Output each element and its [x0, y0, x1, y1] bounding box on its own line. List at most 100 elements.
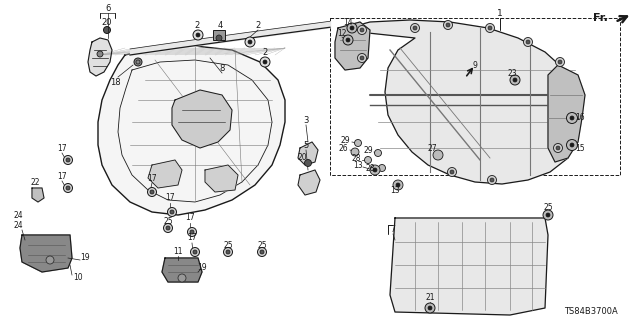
- Circle shape: [524, 37, 532, 46]
- Text: 6: 6: [106, 4, 111, 12]
- Text: 28: 28: [351, 154, 361, 163]
- Text: 19: 19: [197, 263, 207, 273]
- Circle shape: [556, 146, 560, 150]
- Text: 25: 25: [223, 242, 233, 251]
- Circle shape: [226, 250, 230, 254]
- Circle shape: [358, 53, 367, 62]
- Circle shape: [305, 159, 312, 166]
- Text: 17: 17: [57, 143, 67, 153]
- Circle shape: [393, 180, 403, 190]
- Circle shape: [350, 26, 354, 30]
- Circle shape: [188, 228, 196, 236]
- Circle shape: [360, 56, 364, 60]
- Text: 2: 2: [255, 20, 260, 29]
- Circle shape: [193, 250, 197, 254]
- Circle shape: [486, 23, 495, 33]
- Circle shape: [360, 28, 364, 32]
- Text: 7: 7: [390, 226, 396, 235]
- Circle shape: [346, 38, 350, 42]
- Circle shape: [351, 148, 359, 156]
- Circle shape: [444, 20, 452, 29]
- Circle shape: [191, 247, 200, 257]
- Circle shape: [260, 250, 264, 254]
- Circle shape: [245, 37, 255, 47]
- Text: 17: 17: [165, 194, 175, 203]
- Circle shape: [446, 23, 450, 27]
- Circle shape: [428, 306, 432, 310]
- Circle shape: [147, 188, 157, 196]
- Circle shape: [104, 27, 111, 34]
- Circle shape: [257, 247, 266, 257]
- Text: 19: 19: [80, 253, 90, 262]
- Polygon shape: [20, 235, 72, 272]
- Text: 10: 10: [73, 274, 83, 283]
- Text: 12: 12: [337, 28, 347, 37]
- Circle shape: [196, 33, 200, 37]
- Circle shape: [163, 223, 173, 233]
- Polygon shape: [172, 90, 232, 148]
- Circle shape: [263, 60, 267, 64]
- Polygon shape: [340, 20, 582, 184]
- Text: 17: 17: [185, 213, 195, 222]
- Circle shape: [193, 30, 203, 40]
- Circle shape: [355, 140, 362, 147]
- Circle shape: [566, 140, 577, 150]
- Circle shape: [178, 274, 186, 282]
- Circle shape: [546, 213, 550, 217]
- Polygon shape: [298, 142, 318, 165]
- Circle shape: [136, 60, 140, 64]
- Circle shape: [134, 58, 142, 66]
- Circle shape: [358, 26, 367, 35]
- Circle shape: [513, 78, 517, 82]
- Bar: [213, 30, 225, 40]
- Circle shape: [447, 167, 456, 177]
- Text: 23: 23: [507, 68, 517, 77]
- Circle shape: [543, 210, 553, 220]
- Polygon shape: [390, 218, 548, 315]
- Circle shape: [97, 51, 103, 57]
- Circle shape: [373, 168, 377, 172]
- Circle shape: [260, 57, 270, 67]
- Text: 25: 25: [257, 242, 267, 251]
- Text: 25: 25: [163, 218, 173, 227]
- Circle shape: [46, 256, 54, 264]
- Circle shape: [526, 40, 530, 44]
- Text: 5: 5: [303, 140, 308, 149]
- Text: 1: 1: [497, 9, 503, 18]
- Circle shape: [347, 23, 357, 33]
- Text: 26: 26: [338, 143, 348, 153]
- Text: 29: 29: [340, 135, 350, 145]
- Circle shape: [413, 26, 417, 30]
- Polygon shape: [88, 38, 112, 76]
- Text: 25: 25: [543, 204, 553, 212]
- Text: 27: 27: [427, 143, 437, 153]
- Polygon shape: [162, 258, 202, 282]
- Circle shape: [190, 230, 194, 234]
- Circle shape: [365, 156, 371, 164]
- Circle shape: [343, 35, 353, 45]
- Text: 17: 17: [187, 234, 197, 243]
- Circle shape: [66, 186, 70, 190]
- Text: 18: 18: [109, 77, 120, 86]
- Circle shape: [558, 60, 562, 64]
- Circle shape: [170, 210, 174, 214]
- Text: 11: 11: [173, 247, 183, 257]
- Circle shape: [248, 40, 252, 44]
- Text: 14: 14: [343, 18, 353, 27]
- Text: Fr.: Fr.: [593, 13, 607, 23]
- Circle shape: [66, 158, 70, 162]
- Text: 4: 4: [218, 20, 223, 29]
- Circle shape: [168, 207, 177, 217]
- Circle shape: [510, 75, 520, 85]
- Text: 22: 22: [30, 178, 40, 187]
- Text: 9: 9: [472, 60, 477, 69]
- Text: 24: 24: [13, 211, 23, 220]
- Text: 13: 13: [353, 161, 363, 170]
- Polygon shape: [205, 165, 238, 192]
- Text: 16: 16: [575, 113, 585, 122]
- Text: 21: 21: [425, 292, 435, 301]
- Polygon shape: [148, 160, 182, 188]
- Circle shape: [374, 149, 381, 156]
- Circle shape: [570, 116, 574, 120]
- Circle shape: [410, 23, 419, 33]
